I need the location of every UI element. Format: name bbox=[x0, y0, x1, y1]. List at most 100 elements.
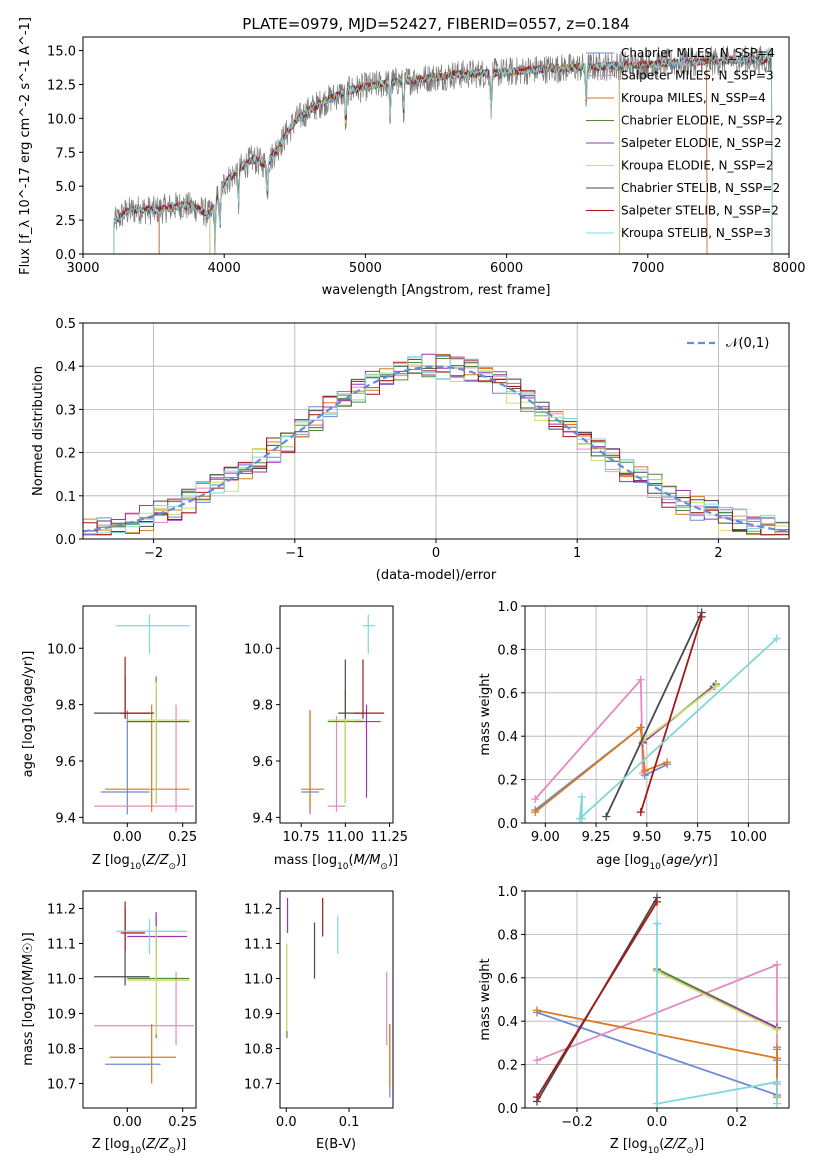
weight-marker bbox=[773, 960, 781, 969]
label-part: )] bbox=[176, 853, 186, 868]
weight-marker bbox=[711, 682, 720, 691]
legend-label: Salpeter ELODIE, N_SSP=2 bbox=[621, 136, 782, 150]
label-part: 10 bbox=[649, 862, 661, 872]
y-tick-label: 0.6 bbox=[497, 972, 518, 987]
x-tick-label: 8000 bbox=[772, 261, 805, 276]
weight-line-kroupa-elodie bbox=[642, 685, 717, 742]
axes-spectrum: 3000 4000 5000 6000 7000 8000 0.0 2.5 5.0 7.5 10.0… bbox=[18, 17, 806, 298]
y-tick-label: 0.4 bbox=[55, 360, 76, 375]
y-tick-label: 9.4 bbox=[55, 811, 76, 826]
x-tick-label: 0.25 bbox=[168, 1115, 197, 1130]
y-tick-label: 10.7 bbox=[244, 1078, 273, 1093]
y-tick-label: 9.8 bbox=[55, 699, 76, 714]
x-tick-label: 11.25 bbox=[371, 830, 408, 845]
label-part: 10 bbox=[648, 1146, 660, 1156]
y-tick-label: 0.2 bbox=[497, 774, 518, 789]
figure-title: PLATE=0979, MJD=52427, FIBERID=0557, z=0… bbox=[242, 15, 629, 33]
weight-marker bbox=[653, 897, 661, 906]
label-part: ⊙ bbox=[380, 862, 388, 872]
axes-weight-vs-age: 9.00 9.25 9.50 9.75 10.00 0.0 0.2 0.4 0.6 0.8 1.0 m… bbox=[478, 600, 790, 872]
x-axis-label: Z [log10(Z/Z⊙)] bbox=[610, 1137, 704, 1156]
x-tick-label: 10.00 bbox=[730, 830, 767, 845]
weight-marker bbox=[772, 634, 781, 643]
legend-label: Salpeter STELIB, N_SSP=2 bbox=[621, 204, 779, 218]
axes-frame bbox=[279, 605, 394, 824]
weight-marker bbox=[577, 792, 586, 801]
legend-label: Chabrier STELIB, N_SSP=2 bbox=[621, 181, 780, 195]
label-part: )] bbox=[176, 1137, 186, 1152]
y-tick-label: 0.4 bbox=[497, 1015, 518, 1030]
label-part: 10 bbox=[337, 862, 349, 872]
label-part: Z/Z bbox=[145, 853, 169, 868]
y-axis-label: mass weight bbox=[478, 958, 493, 1040]
label-part: ( bbox=[661, 853, 666, 868]
label-part: Z/Z bbox=[145, 1137, 169, 1152]
label-part: Z [log bbox=[610, 1137, 648, 1152]
x-axis-label: wavelength [Angstrom, rest frame] bbox=[322, 283, 551, 298]
y-tick-label: 1.0 bbox=[497, 600, 518, 615]
y-tick-label: 10.8 bbox=[244, 1043, 273, 1058]
plot-area-mass-vs-Z bbox=[94, 901, 194, 1084]
normal-curve bbox=[83, 365, 789, 533]
x-tick-label: −0.2 bbox=[561, 1115, 593, 1130]
y-tick-label: 9.6 bbox=[252, 755, 273, 770]
label-part: age/yr bbox=[666, 853, 709, 868]
legend-label: Kroupa MILES, N_SSP=4 bbox=[621, 91, 766, 105]
legend-label: Chabrier MILES, N_SSP=4 bbox=[621, 46, 775, 60]
x-tick-label: 4000 bbox=[208, 261, 241, 276]
weight-marker bbox=[653, 1099, 661, 1108]
axes-frame bbox=[279, 890, 394, 1109]
x-tick-label: 9.50 bbox=[632, 830, 661, 845]
axes-weight-vs-Z: −0.2 0.0 0.2 0.0 0.2 0.4 0.6 0.8 1.0 mass weight Z… bbox=[478, 885, 790, 1156]
label-part: ( bbox=[141, 853, 146, 868]
x-tick-label: 10.75 bbox=[283, 830, 320, 845]
y-tick-label: 0.0 bbox=[497, 817, 518, 832]
x-tick-label: 0.00 bbox=[113, 830, 142, 845]
label-part: )] bbox=[694, 1137, 704, 1152]
y-axis-label: Flux [f_λ 10^-17 erg cm^-2 s^-1 A^-1] bbox=[18, 17, 33, 275]
weight-marker bbox=[773, 1025, 781, 1034]
plot-area-age-vs-mass bbox=[301, 614, 385, 815]
y-axis-label: mass weight bbox=[478, 673, 493, 755]
plot-area-age-vs-Z bbox=[94, 614, 194, 815]
y-axis-label: age [log10(age/yr)] bbox=[21, 651, 36, 778]
x-tick-label: 0.25 bbox=[168, 830, 197, 845]
weight-marker bbox=[533, 1056, 541, 1065]
weight-line-chabrier-stelib bbox=[605, 612, 703, 817]
y-tick-label: 2.5 bbox=[55, 214, 76, 229]
x-axis-label: (data-model)/error bbox=[376, 568, 497, 583]
y-tick-label: 1.0 bbox=[497, 885, 518, 900]
weight-marker bbox=[531, 795, 540, 804]
weight-marker bbox=[575, 814, 584, 823]
y-tick-label: 0.5 bbox=[55, 317, 76, 332]
x-tick-label: 11.00 bbox=[327, 830, 364, 845]
hist-kroupa-stelib bbox=[83, 356, 789, 535]
model-spectrum-kroupa-stelib bbox=[113, 54, 773, 254]
y-tick-label: 12.5 bbox=[47, 78, 76, 93]
y-tick-label: 11.0 bbox=[47, 973, 76, 988]
plot-area-spectrum bbox=[113, 45, 773, 254]
weight-marker bbox=[640, 766, 649, 775]
x-tick-label: 0.1 bbox=[339, 1115, 360, 1130]
y-tick-label: 10.9 bbox=[47, 1008, 76, 1023]
weight-marker bbox=[602, 812, 611, 821]
y-tick-label: 0.0 bbox=[55, 533, 76, 548]
y-tick-label: 0.8 bbox=[497, 643, 518, 658]
weight-marker bbox=[697, 612, 706, 621]
hist-salpeter-stelib bbox=[83, 354, 789, 536]
weight-marker bbox=[636, 675, 645, 684]
weight-line-kroupa-elodie bbox=[656, 970, 778, 1031]
y-tick-label: 10.8 bbox=[47, 1043, 76, 1058]
label-part: age [log bbox=[596, 853, 649, 868]
axes-mass-vs-Z: 0.00 0.25 10.7 10.8 10.9 11.0 11.1 11.2 Z [log10… bbox=[21, 890, 197, 1156]
axes-frame bbox=[82, 890, 197, 1109]
plot-area-mass-vs-EBV bbox=[286, 898, 391, 1098]
y-tick-label: 10.0 bbox=[244, 642, 273, 657]
weight-line-kroupa-stelib bbox=[578, 637, 778, 821]
y-axis-label: Normed distribution bbox=[31, 366, 46, 496]
y-tick-label: 11.1 bbox=[47, 938, 76, 953]
legend-label: Kroupa ELODIE, N_SSP=2 bbox=[621, 159, 774, 173]
y-tick-label: 0.2 bbox=[55, 447, 76, 462]
axes-mass-vs-EBV: 0.0 0.1 10.7 10.8 10.9 11.0 11.1 11.2 E(B-V) bbox=[244, 890, 394, 1152]
weight-line-salpeter-stelib bbox=[536, 901, 658, 1098]
